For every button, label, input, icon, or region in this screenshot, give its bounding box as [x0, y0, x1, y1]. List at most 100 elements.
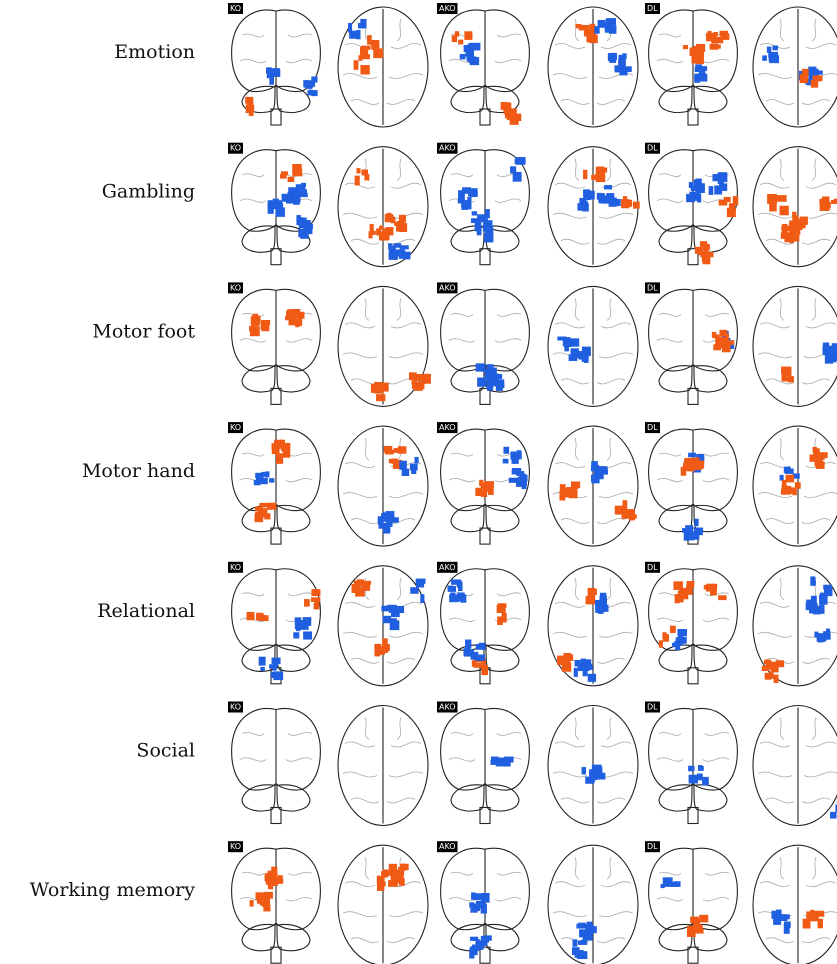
activation — [773, 917, 782, 925]
activation — [252, 313, 259, 319]
activation — [695, 178, 702, 186]
activation — [466, 649, 475, 654]
activation — [358, 55, 363, 61]
activation — [293, 197, 300, 205]
activation — [694, 246, 703, 254]
activation — [690, 185, 700, 192]
activation — [477, 940, 488, 947]
activation — [578, 922, 586, 929]
brainstem — [687, 946, 699, 964]
panel-tag: DL — [647, 703, 658, 712]
activation — [762, 55, 767, 61]
activation — [662, 877, 673, 887]
activation — [622, 500, 628, 511]
panel-tag: AKO — [439, 144, 456, 153]
axial-view — [337, 704, 429, 827]
activation — [397, 446, 407, 454]
brain-outline — [337, 425, 429, 547]
activation — [680, 466, 687, 476]
activation — [606, 18, 616, 26]
activation — [267, 870, 278, 877]
panel-tag: AKO — [439, 423, 456, 432]
activation — [487, 376, 495, 387]
row-label: Motor foot — [92, 320, 195, 342]
activation — [694, 66, 702, 72]
activation — [574, 659, 581, 667]
activation — [292, 164, 302, 173]
activation — [393, 243, 402, 248]
activation — [269, 75, 274, 85]
activation — [354, 175, 360, 186]
activation — [808, 66, 817, 77]
activation — [311, 76, 318, 83]
activation — [582, 931, 587, 942]
brain-outline — [752, 146, 837, 268]
activation — [457, 198, 465, 204]
activation — [287, 310, 294, 318]
activation — [382, 638, 388, 648]
activation — [310, 597, 321, 603]
activation — [572, 939, 578, 947]
activation — [711, 331, 717, 338]
activation — [712, 174, 720, 182]
activation — [770, 661, 777, 668]
activation — [766, 660, 771, 670]
sulcus — [448, 313, 522, 343]
activation — [471, 211, 478, 216]
activation — [783, 921, 791, 928]
activation — [272, 447, 279, 454]
activation — [809, 604, 817, 614]
sulcus — [448, 871, 522, 902]
activation — [685, 457, 695, 468]
activation — [817, 918, 823, 929]
axial-view — [752, 146, 837, 268]
activation — [694, 918, 700, 929]
activation — [254, 513, 264, 523]
panel-tag: DL — [647, 842, 658, 851]
activation — [601, 195, 612, 204]
activation — [819, 452, 828, 459]
activation — [410, 587, 419, 594]
activation — [595, 606, 601, 613]
sulcus — [757, 158, 837, 245]
activation — [586, 36, 592, 42]
activation — [469, 57, 480, 66]
activation — [279, 439, 286, 446]
activation — [398, 249, 406, 259]
activation — [370, 39, 380, 47]
activation — [695, 183, 705, 193]
activation — [586, 930, 593, 941]
activation — [462, 187, 471, 194]
activation — [583, 29, 594, 37]
axial-view — [752, 565, 837, 687]
activation — [564, 654, 571, 663]
activation — [266, 67, 272, 74]
activation — [789, 487, 795, 494]
activation — [265, 876, 272, 885]
activation — [475, 363, 486, 372]
activation — [728, 203, 736, 212]
activation — [561, 487, 570, 497]
cerebellum — [658, 225, 728, 253]
activation — [267, 502, 277, 510]
brain-outline — [337, 6, 429, 128]
coronal-view — [648, 568, 738, 685]
activation — [705, 587, 716, 592]
activation — [353, 60, 359, 70]
activation — [792, 473, 800, 479]
activation — [382, 615, 391, 624]
activation — [478, 642, 486, 650]
brain-outline — [752, 285, 837, 407]
activation — [271, 68, 280, 74]
activation — [516, 450, 522, 460]
activation — [480, 893, 490, 903]
activation — [792, 211, 797, 219]
activation — [590, 474, 600, 482]
activation — [497, 379, 505, 386]
activation — [255, 892, 266, 901]
activation — [481, 665, 489, 676]
row-label: Emotion — [114, 41, 195, 63]
activation — [471, 660, 477, 667]
brainstem — [270, 527, 282, 545]
coronal-view — [440, 428, 530, 545]
